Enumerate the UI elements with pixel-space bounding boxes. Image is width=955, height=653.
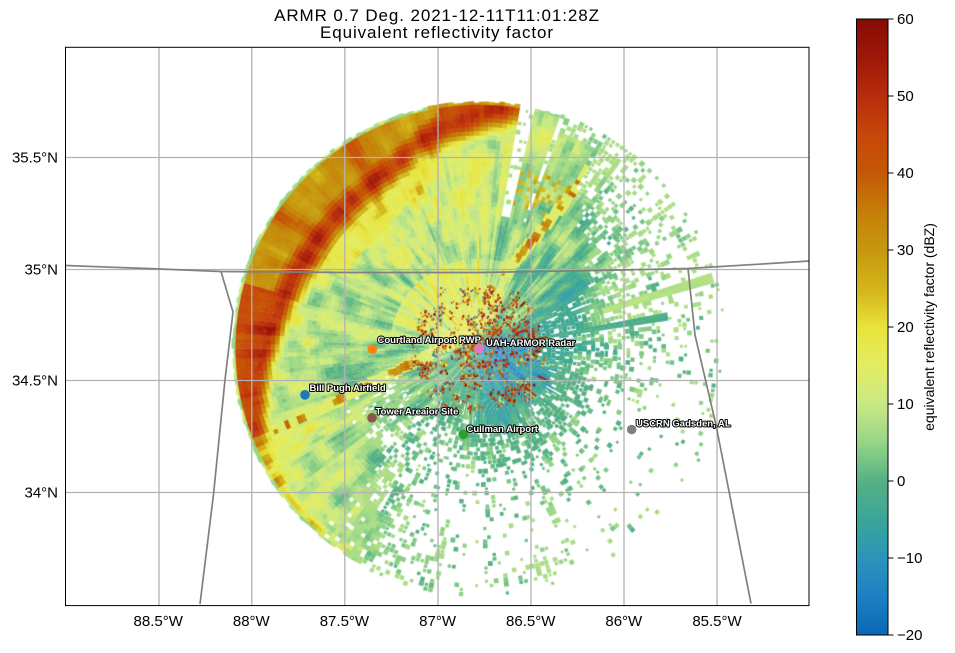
svg-text:Bill Pugh Airfield: Bill Pugh Airfield (310, 383, 386, 394)
svg-text:UAH-ARMOR Radar: UAH-ARMOR Radar (486, 338, 576, 349)
svg-text:40: 40 (897, 165, 914, 182)
svg-text:−10: −10 (897, 550, 922, 567)
svg-text:34°N: 34°N (24, 485, 58, 502)
svg-text:Cullman Airport: Cullman Airport (467, 424, 539, 435)
svg-text:−20: −20 (897, 627, 922, 644)
svg-text:34.5°N: 34.5°N (12, 373, 58, 390)
svg-text:0: 0 (897, 473, 905, 490)
svg-text:88°W: 88°W (233, 613, 271, 630)
svg-text:87.5°W: 87.5°W (320, 613, 370, 630)
svg-text:86°W: 86°W (605, 613, 643, 630)
svg-text:10: 10 (897, 396, 914, 413)
svg-text:85.5°W: 85.5°W (692, 613, 742, 630)
svg-text:equivalent reflectivity factor: equivalent reflectivity factor (dBZ) (921, 223, 937, 431)
svg-text:87°W: 87°W (419, 613, 457, 630)
svg-text:60: 60 (897, 11, 914, 28)
svg-text:30: 30 (897, 242, 914, 259)
svg-text:Courtland Airport RWP: Courtland Airport RWP (378, 335, 482, 346)
svg-text:ARMR 0.7 Deg. 2021-12-11T11:01: ARMR 0.7 Deg. 2021-12-11T11:01:28Z (274, 6, 600, 25)
svg-text:88.5°W: 88.5°W (134, 613, 184, 630)
svg-text:86.5°W: 86.5°W (506, 613, 556, 630)
svg-text:35°N: 35°N (24, 262, 58, 279)
svg-text:USCRN Gadsden, AL: USCRN Gadsden, AL (636, 419, 731, 430)
svg-text:Equivalent reflectivity factor: Equivalent reflectivity factor (320, 23, 554, 42)
svg-text:50: 50 (897, 88, 914, 105)
svg-text:20: 20 (897, 319, 914, 336)
svg-text:Tower Areaior Site: Tower Areaior Site (376, 407, 459, 418)
svg-text:35.5°N: 35.5°N (12, 150, 58, 167)
